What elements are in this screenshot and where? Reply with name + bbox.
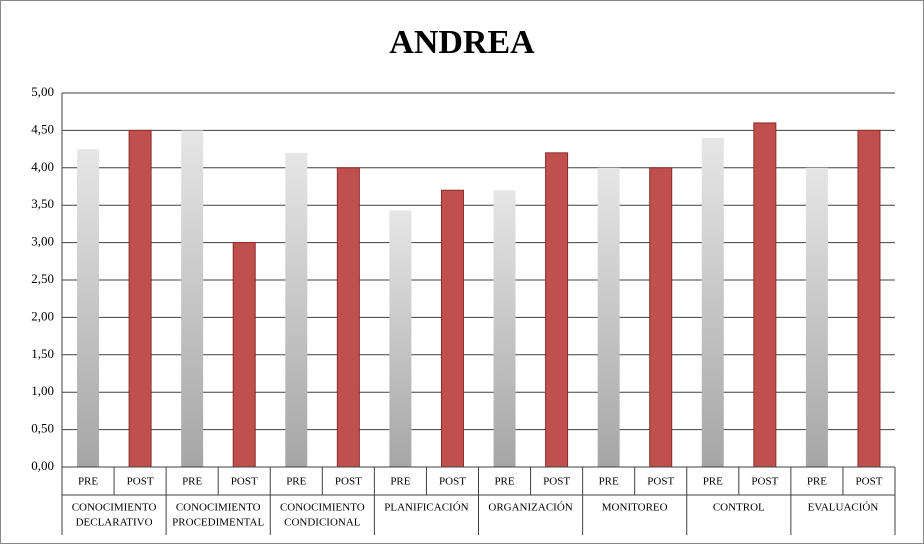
- y-tick-label: 5,00: [31, 84, 54, 99]
- y-tick-label: 0,50: [31, 421, 54, 436]
- bar: [701, 137, 724, 467]
- x-tick-label: PRE: [390, 476, 410, 488]
- x-tick-label: POST: [127, 476, 154, 488]
- bar: [857, 129, 881, 468]
- chart-title: ANDREA: [389, 24, 535, 61]
- x-tick-label: PRE: [703, 476, 723, 488]
- x-tick-label: PRE: [286, 476, 306, 488]
- group-label: ORGANIZACIÓN: [488, 502, 572, 514]
- y-tick-label: 4,50: [31, 121, 54, 136]
- bar: [285, 152, 308, 467]
- y-tick-label: 1,50: [31, 346, 54, 361]
- bar: [649, 167, 673, 468]
- group-label: MONITOREO: [602, 502, 668, 514]
- group-label: CONOCIMIENTO: [280, 502, 365, 514]
- group-label: CONTROL: [713, 502, 765, 514]
- group-label: CONOCIMIENTO: [176, 502, 261, 514]
- x-tick-label: PRE: [182, 476, 202, 488]
- bar: [181, 130, 204, 467]
- y-tick-label: 0,00: [31, 458, 54, 473]
- group-label: PLANIFICACIÓN: [384, 502, 468, 514]
- bar: [232, 242, 256, 468]
- bar: [545, 152, 569, 468]
- y-tick-label: 3,50: [31, 196, 54, 211]
- x-tick-label: PRE: [807, 476, 827, 488]
- x-tick-label: POST: [856, 476, 883, 488]
- x-tick-label: POST: [439, 476, 466, 488]
- y-tick-label: 1,00: [31, 383, 54, 398]
- x-tick-label: PRE: [599, 476, 619, 488]
- group-label: EVALUACIÓN: [808, 502, 879, 514]
- bar: [389, 210, 412, 467]
- bar: [440, 189, 464, 468]
- y-tick-label: 4,00: [31, 159, 54, 174]
- bar: [805, 167, 828, 468]
- y-tick-label: 2,00: [31, 308, 54, 323]
- bar: [753, 122, 777, 468]
- x-tick-label: POST: [647, 476, 674, 488]
- bar: [77, 149, 100, 467]
- bar: [336, 167, 360, 468]
- y-tick-label: 2,50: [31, 271, 54, 286]
- x-tick-label: POST: [543, 476, 570, 488]
- x-tick-label: POST: [751, 476, 778, 488]
- bar: [597, 167, 620, 468]
- x-tick-label: POST: [335, 476, 362, 488]
- bar: [128, 129, 152, 468]
- x-tick-label: POST: [231, 476, 258, 488]
- group-label: DECLARATIVO: [76, 517, 153, 529]
- bar: [493, 190, 516, 468]
- group-label: CONOCIMIENTO: [72, 502, 157, 514]
- group-label: PROCEDIMENTAL: [172, 517, 264, 529]
- group-label: CONDICIONAL: [284, 517, 361, 529]
- x-tick-label: PRE: [494, 476, 514, 488]
- x-tick-label: PRE: [78, 476, 98, 488]
- y-tick-label: 3,00: [31, 234, 54, 249]
